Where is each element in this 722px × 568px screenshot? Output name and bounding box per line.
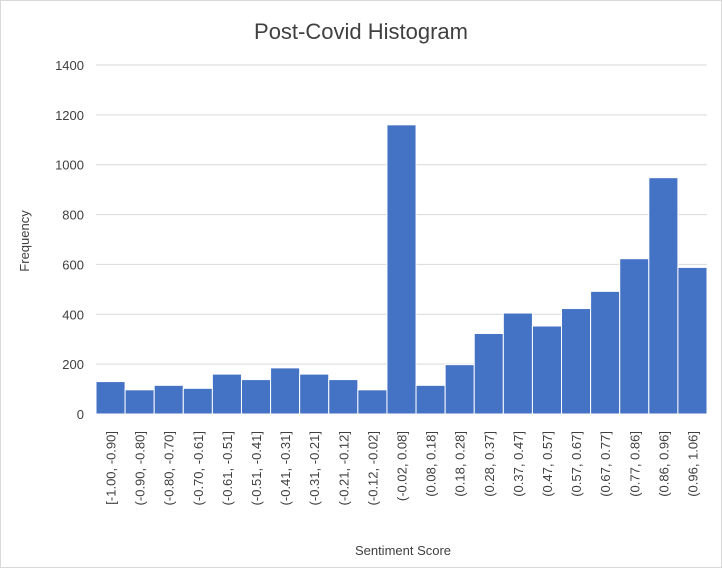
histogram-bar xyxy=(95,381,126,415)
x-tick-label: (-0.21, -0.12] xyxy=(336,431,351,505)
x-tick-label: (0.57, 0.67] xyxy=(569,431,584,497)
x-tick-label: (-0.80, -0.70] xyxy=(162,431,177,505)
histogram-bar xyxy=(124,389,155,415)
x-axis-ticks: [-1.00, -0.90] (-0.90, -0.80] (-0.80, -0.7… xyxy=(104,431,701,505)
x-tick-label: (-0.70, -0.61] xyxy=(191,431,206,505)
x-tick-label: (-0.31, -0.21] xyxy=(307,431,322,505)
histogram-bar xyxy=(502,312,533,415)
y-axis-title: Frequency xyxy=(17,210,32,272)
histogram-bar xyxy=(531,325,563,415)
x-tick-label: (-0.90, -0.80] xyxy=(133,431,148,505)
bars xyxy=(95,124,708,415)
histogram-bar xyxy=(153,384,184,415)
histogram-bar xyxy=(590,290,621,415)
y-tick-label: 400 xyxy=(62,307,84,322)
x-tick-label: (-0.02, 0.08] xyxy=(395,431,410,501)
x-tick-label: (0.28, 0.37] xyxy=(482,431,497,497)
histogram-bar xyxy=(240,379,272,415)
histogram-bar xyxy=(357,389,388,415)
y-tick-label: 0 xyxy=(77,407,84,422)
x-tick-label: (0.08, 0.18] xyxy=(424,431,439,497)
x-tick-label: (0.67, 0.77] xyxy=(598,431,613,497)
histogram-bar xyxy=(328,379,359,415)
histogram-bar xyxy=(182,387,213,415)
y-tick-label: 1000 xyxy=(55,158,84,173)
histogram-bar xyxy=(299,373,330,415)
histogram-bar xyxy=(677,266,708,415)
histogram-bar xyxy=(473,332,504,415)
x-tick-label: (0.47, 0.57] xyxy=(540,431,555,497)
x-tick-label: (0.77, 0.86] xyxy=(627,431,642,497)
x-tick-label: [-1.00, -0.90] xyxy=(104,431,119,505)
y-tick-label: 600 xyxy=(62,257,84,272)
x-tick-label: (0.37, 0.47] xyxy=(511,431,526,497)
y-axis-ticks: 0 200 400 600 800 1000 1200 1400 xyxy=(55,58,84,422)
x-tick-label: (-0.41, -0.31] xyxy=(278,431,293,505)
y-tick-label: 1200 xyxy=(55,108,84,123)
x-tick-label: (0.18, 0.28] xyxy=(453,431,468,497)
histogram-bar xyxy=(211,373,242,415)
y-tick-label: 200 xyxy=(62,357,84,372)
histogram-bar xyxy=(561,308,592,415)
histogram-bar xyxy=(386,124,417,415)
chart-title: Post-Covid Histogram xyxy=(254,19,468,44)
x-tick-label: (0.96, 1.06] xyxy=(685,431,700,497)
histogram-bar xyxy=(270,367,301,415)
histogram-bar xyxy=(415,384,446,415)
x-tick-label: (-0.61, -0.51] xyxy=(220,431,235,505)
x-axis-title: Sentiment Score xyxy=(355,543,451,558)
histogram-bar xyxy=(648,177,679,415)
x-tick-label: (0.86, 0.96] xyxy=(656,431,671,497)
histogram-bar xyxy=(619,258,650,415)
histogram-bar xyxy=(444,364,475,415)
y-tick-label: 800 xyxy=(62,208,84,223)
x-tick-label: (-0.12, -0.02] xyxy=(365,431,380,505)
y-tick-label: 1400 xyxy=(55,58,84,73)
x-tick-label: (-0.51, -0.41] xyxy=(249,431,264,505)
